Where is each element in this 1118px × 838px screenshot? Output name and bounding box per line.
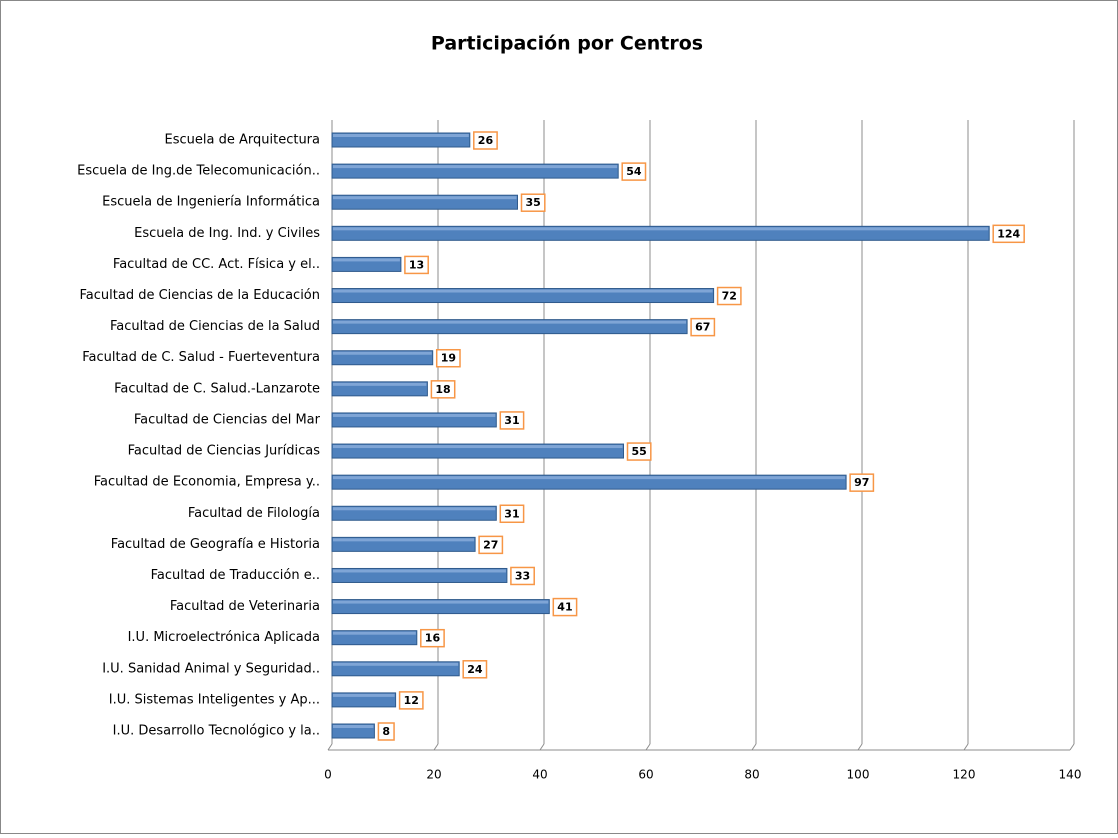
- data-label-box: [462, 660, 488, 679]
- y-tick-label: Facultad de C. Salud.-Lanzarote: [114, 381, 320, 396]
- data-label-box: [478, 535, 504, 555]
- data-label: 16: [425, 632, 441, 645]
- data-label: 97: [854, 476, 869, 489]
- y-tick-label: Escuela de Ing. Ind. y Civiles: [134, 226, 320, 241]
- x-tick-label: 40: [532, 768, 547, 782]
- data-label-box: [992, 224, 1025, 244]
- data-label: 41: [557, 601, 572, 614]
- tick-mark: [963, 743, 969, 751]
- tick-mark: [645, 743, 651, 751]
- bar-highlight: [333, 507, 496, 511]
- bar-highlight: [333, 693, 395, 697]
- y-tick-label: I.U. Sistemas Inteligentes y Ap...: [109, 692, 320, 707]
- data-label: 8: [382, 725, 390, 738]
- bar-highlight: [333, 320, 687, 324]
- data-label-box: [690, 317, 716, 337]
- data-label-box: [435, 348, 461, 368]
- bar-highlight: [333, 538, 475, 542]
- tick-mark: [1069, 743, 1075, 751]
- bar-highlight: [333, 476, 846, 480]
- chart-title: Participación por Centros: [431, 33, 703, 55]
- data-label-box: [499, 504, 525, 524]
- tick-mark: [751, 743, 757, 751]
- data-label: 33: [515, 569, 530, 582]
- y-tick-label: Facultad de Ciencias del Mar: [134, 412, 321, 427]
- y-tick-label: I.U. Desarrollo Tecnológico y la..: [113, 724, 320, 739]
- data-label: 54: [626, 165, 642, 178]
- data-label-box: [510, 566, 535, 586]
- bar-highlight: [333, 445, 623, 449]
- x-tick-label: 60: [638, 768, 653, 782]
- y-tick-label: Facultad de Traducción e..: [151, 568, 320, 583]
- bar-highlight: [333, 725, 374, 728]
- data-label: 26: [478, 134, 494, 147]
- y-tick-label: Escuela de Arquitectura: [165, 133, 320, 148]
- data-label-box: [473, 131, 498, 150]
- data-label-box: [499, 411, 525, 430]
- bar-highlight: [333, 569, 506, 573]
- bar-highlight: [333, 351, 432, 355]
- x-tick-label: 0: [324, 768, 332, 782]
- y-tick-label: Facultad de C. Salud - Fuerteventura: [82, 350, 320, 365]
- y-tick-label: Escuela de Ing.de Telecomunicación..: [77, 164, 320, 179]
- y-tick-label: Facultad de Ciencias de la Educación: [80, 288, 321, 303]
- x-tick-label: 20: [426, 768, 441, 782]
- data-label: 24: [467, 663, 483, 676]
- data-label-box: [552, 597, 578, 617]
- bar-highlight: [333, 413, 496, 417]
- x-tick-label: 120: [953, 768, 976, 782]
- data-label: 13: [409, 258, 424, 271]
- data-label-box: [626, 442, 652, 461]
- data-label: 55: [632, 445, 647, 458]
- y-tick-label: Facultad de Ciencias Jurídicas: [128, 444, 321, 459]
- data-label-box: [849, 473, 875, 492]
- y-tick-label: Escuela de Ingeniería Informática: [102, 195, 320, 210]
- data-label-box: [430, 380, 456, 399]
- bar-highlight: [333, 196, 517, 200]
- bar-highlight: [333, 382, 427, 386]
- bar-highlight: [333, 289, 713, 293]
- y-tick-label: I.U. Sanidad Animal y Seguridad..: [102, 661, 320, 676]
- y-tick-label: Facultad de Veterinaria: [170, 599, 320, 614]
- y-tick-label: Facultad de Geografía e Historia: [111, 537, 320, 552]
- data-label: 72: [722, 290, 737, 303]
- tick-mark: [539, 743, 545, 751]
- x-tick-label: 80: [744, 768, 759, 782]
- tick-mark: [327, 743, 333, 751]
- bar-highlight: [333, 258, 400, 262]
- data-label-box: [404, 255, 429, 275]
- data-label: 18: [435, 383, 450, 396]
- data-label: 67: [695, 321, 710, 334]
- data-label-box: [398, 691, 424, 710]
- bar-highlight: [333, 600, 549, 604]
- y-tick-label: Facultad de Ciencias de la Salud: [110, 319, 320, 334]
- data-label: 35: [526, 196, 541, 209]
- data-label: 31: [504, 507, 519, 520]
- bar-highlight: [333, 631, 416, 635]
- x-tick-label: 140: [1059, 768, 1082, 782]
- data-label-box: [377, 722, 395, 741]
- bar-highlight: [333, 134, 469, 137]
- data-label: 19: [441, 352, 456, 365]
- data-label: 27: [483, 538, 498, 551]
- y-tick-label: Facultad de Economia, Empresa y..: [94, 475, 320, 490]
- tick-mark: [857, 743, 863, 751]
- data-label-box: [716, 286, 742, 306]
- data-label: 31: [504, 414, 519, 427]
- x-tick-label: 100: [847, 768, 870, 782]
- data-label-box: [520, 193, 546, 212]
- data-label-box: [621, 162, 647, 181]
- y-tick-label: Facultad de Filología: [188, 506, 320, 521]
- bar-highlight: [333, 165, 618, 169]
- data-label: 12: [404, 694, 419, 707]
- tick-mark: [433, 743, 439, 751]
- bar-highlight: [333, 227, 989, 231]
- data-label-box: [420, 628, 445, 648]
- y-tick-label: Facultad de CC. Act. Física y el..: [113, 257, 320, 272]
- data-label: 124: [997, 227, 1020, 240]
- bar-highlight: [333, 662, 459, 666]
- y-tick-label: I.U. Microelectrónica Aplicada: [128, 630, 320, 645]
